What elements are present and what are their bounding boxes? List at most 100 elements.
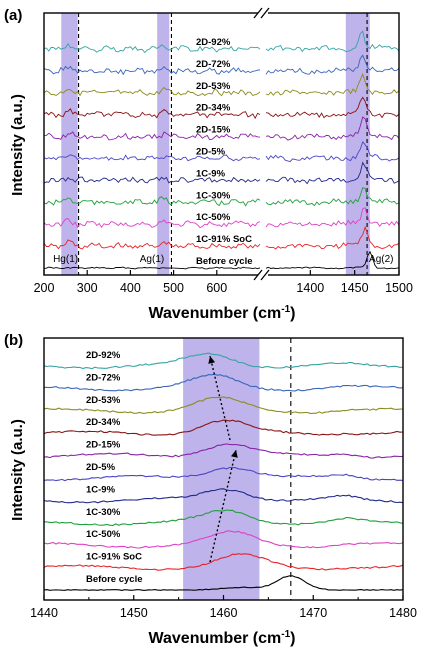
a-plot-frame [43, 12, 400, 276]
b-panel-label: (b) [4, 332, 23, 349]
a-series-line-2-seg2 [265, 207, 400, 228]
a-series-label-6: 2D-15% [196, 125, 231, 136]
a-tick-label: 500 [163, 281, 184, 295]
a-axis-break [253, 7, 270, 281]
b-series-line-3 [43, 509, 404, 527]
b-trend-arrow-lower-head [230, 450, 238, 458]
a-series-line-10-seg2 [265, 30, 400, 53]
a-dashed-lines [78, 13, 368, 275]
a-shaded-band-2 [345, 13, 370, 275]
b-series-line-7 [43, 419, 404, 436]
a-tick-label: 400 [120, 281, 141, 295]
a-peak-label-0: Hg(1) [53, 254, 78, 265]
b-trend-arrow-upper-head [208, 356, 216, 364]
b-series-line-9 [43, 373, 404, 392]
b-y-axis-label: Intensity (a.u.) [9, 419, 26, 521]
b-tick-label: 1460 [210, 606, 238, 620]
a-tick-label: 300 [77, 281, 98, 295]
b-tick-label: 1470 [299, 606, 327, 620]
b-trend-arrow-lower [209, 449, 237, 563]
a-series-label-1: 1C-91% SoC [196, 234, 252, 245]
a-series-label-4: 1C-9% [196, 168, 226, 179]
a-break-mark-top-0 [253, 7, 263, 19]
b-series-line-10 [43, 352, 404, 370]
a-series-labels: Before cycle 1C-91% SoC 1C-50% 1C-30% 1C-9% 2… [196, 37, 253, 267]
a-series-label-8: 2D-53% [196, 81, 231, 92]
b-series-line-8 [43, 396, 404, 414]
b-trend-arrows [208, 355, 238, 563]
b-series-lines [43, 352, 404, 591]
a-series-line-7-seg2 [265, 96, 400, 119]
b-series-line-0 [43, 575, 404, 591]
a-y-axis-label: Intensity (a.u.) [9, 94, 26, 196]
a-x-axis-label-sup: -1 [281, 304, 290, 315]
a-series-line-4-seg2 [265, 161, 400, 185]
a-series-line-3-seg1 [43, 196, 261, 207]
a-tick-label: 1450 [341, 281, 369, 295]
a-series-label-5: 2D-5% [196, 147, 226, 158]
a-series-line-5-seg2 [265, 141, 400, 163]
a-series-label-10: 2D-92% [196, 37, 231, 48]
a-series-line-8-seg1 [43, 86, 261, 97]
panel-a: Before cycle 1C-91% SoC 1C-50% 1C-30% 1C-9% 2… [4, 7, 413, 322]
b-series-label-6: 2D-15% [86, 440, 121, 451]
a-series-label-9: 2D-72% [196, 59, 231, 70]
b-series-label-4: 1C-9% [86, 484, 116, 495]
a-x-axis-label: Wavenumber (cm-1) [148, 304, 295, 322]
a-series-line-0-seg1 [43, 266, 261, 270]
a-series-line-1-seg2 [265, 225, 400, 250]
b-series-label-1: 1C-91% SoC [86, 552, 142, 563]
a-series-line-8-seg2 [265, 72, 400, 96]
b-series-label-2: 1C-50% [86, 529, 121, 540]
a-shaded-band-1 [157, 13, 170, 275]
b-x-axis-label: Wavenumber (cm-1) [148, 629, 295, 647]
a-x-axis-label-main: Wavenumber (cm [148, 305, 281, 322]
a-break-gap-top [258, 7, 268, 19]
a-series-label-3: 1C-30% [196, 190, 231, 201]
a-series-lines [43, 30, 400, 270]
a-break-mark-top-1 [260, 7, 270, 19]
b-x-axis-label-close: ) [290, 630, 295, 647]
a-x-axis-label-close: ) [290, 305, 295, 322]
b-trend-arrow-upper [209, 355, 231, 441]
b-series-line-6 [43, 443, 404, 459]
a-series-line-6-seg2 [265, 116, 400, 141]
b-series-line-1 [43, 553, 404, 571]
a-tick-label: 1400 [296, 281, 324, 295]
a-series-line-9-seg1 [43, 65, 261, 76]
a-peak-annotations: Hg(1) Ag(1) Ag(2) [53, 254, 393, 265]
b-series-labels: Before cycle 1C-91% SoC 1C-50% 1C-30% 1C-9% 2… [86, 350, 143, 585]
a-peak-label-2: Ag(2) [369, 254, 393, 265]
a-series-line-4-seg1 [43, 176, 261, 184]
a-break-mark-bottom-0 [253, 269, 263, 281]
b-x-axis-label-main: Wavenumber (cm [148, 630, 281, 647]
a-series-label-2: 1C-50% [196, 212, 231, 223]
b-series-line-5 [43, 466, 404, 482]
b-series-line-4 [43, 488, 404, 504]
a-tick-label: 200 [34, 281, 55, 295]
b-tick-label: 1440 [30, 606, 58, 620]
b-tick-label: 1450 [120, 606, 148, 620]
a-peak-label-1: Ag(1) [140, 254, 164, 265]
a-series-label-0: Before cycle [196, 256, 253, 267]
b-series-label-5: 2D-5% [86, 462, 116, 473]
b-tick-marks: 1440 1450 1460 1470 1480 [30, 595, 417, 620]
b-series-label-0: Before cycle [86, 574, 143, 585]
a-series-line-6-seg1 [43, 131, 261, 141]
a-tick-marks: 200 300 400 500 600 1400 1450 1500 [34, 270, 413, 295]
b-series-line-2 [43, 530, 404, 549]
a-series-line-10-seg1 [43, 42, 261, 54]
a-panel-label: (a) [4, 7, 22, 24]
a-series-line-5-seg1 [43, 154, 261, 162]
a-series-line-7-seg1 [43, 108, 261, 120]
a-break-mark-bottom-1 [260, 269, 270, 281]
panel-b: Before cycle 1C-91% SoC 1C-50% 1C-30% 1C-9% 2… [4, 332, 417, 647]
a-series-line-3-seg2 [265, 187, 400, 207]
b-series-label-10: 2D-92% [86, 350, 121, 361]
a-series-label-7: 2D-34% [196, 103, 231, 114]
a-series-line-0-seg2 [265, 250, 400, 270]
b-tick-label: 1480 [389, 606, 417, 620]
a-tick-label: 1500 [385, 281, 413, 295]
b-series-label-3: 1C-30% [86, 507, 121, 518]
